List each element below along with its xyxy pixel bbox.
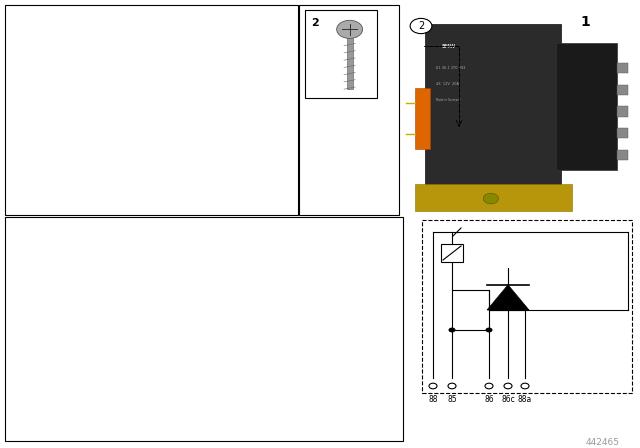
Bar bbox=[305, 10, 377, 98]
Circle shape bbox=[410, 18, 432, 34]
Bar bbox=[415, 88, 430, 149]
Bar bbox=[422, 220, 632, 393]
Circle shape bbox=[521, 383, 529, 389]
Text: BMW: BMW bbox=[442, 44, 456, 49]
Bar bbox=[441, 244, 463, 262]
Text: 86c: 86c bbox=[501, 395, 515, 404]
Polygon shape bbox=[487, 285, 529, 310]
Bar bbox=[617, 85, 628, 95]
Circle shape bbox=[448, 383, 456, 389]
Text: 442465: 442465 bbox=[586, 438, 620, 447]
Text: 88a: 88a bbox=[518, 395, 532, 404]
Text: 2: 2 bbox=[418, 21, 424, 31]
Text: 85: 85 bbox=[447, 395, 457, 404]
Bar bbox=[5, 5, 298, 215]
Text: 86: 86 bbox=[484, 395, 494, 404]
Bar bbox=[5, 217, 403, 441]
Bar bbox=[415, 184, 572, 211]
Bar bbox=[426, 24, 561, 184]
Circle shape bbox=[504, 383, 512, 389]
Text: 1: 1 bbox=[580, 15, 590, 29]
Circle shape bbox=[486, 327, 493, 332]
Bar bbox=[617, 128, 628, 138]
Text: 88: 88 bbox=[428, 395, 438, 404]
Bar bbox=[617, 63, 628, 73]
Circle shape bbox=[337, 20, 363, 39]
Circle shape bbox=[449, 327, 456, 332]
Text: 2: 2 bbox=[311, 18, 319, 28]
Bar bbox=[299, 5, 399, 215]
Bar bbox=[556, 43, 617, 170]
Circle shape bbox=[485, 383, 493, 389]
Bar bbox=[347, 39, 353, 89]
Bar bbox=[617, 106, 628, 116]
Text: 4X  12V  20A: 4X 12V 20A bbox=[436, 82, 459, 86]
Text: 61 36-1 370 393: 61 36-1 370 393 bbox=[436, 66, 466, 70]
Bar bbox=[452, 290, 489, 330]
Text: Made in Germany: Made in Germany bbox=[436, 98, 461, 102]
Bar bbox=[617, 150, 628, 160]
Circle shape bbox=[429, 383, 437, 389]
Circle shape bbox=[483, 193, 499, 204]
